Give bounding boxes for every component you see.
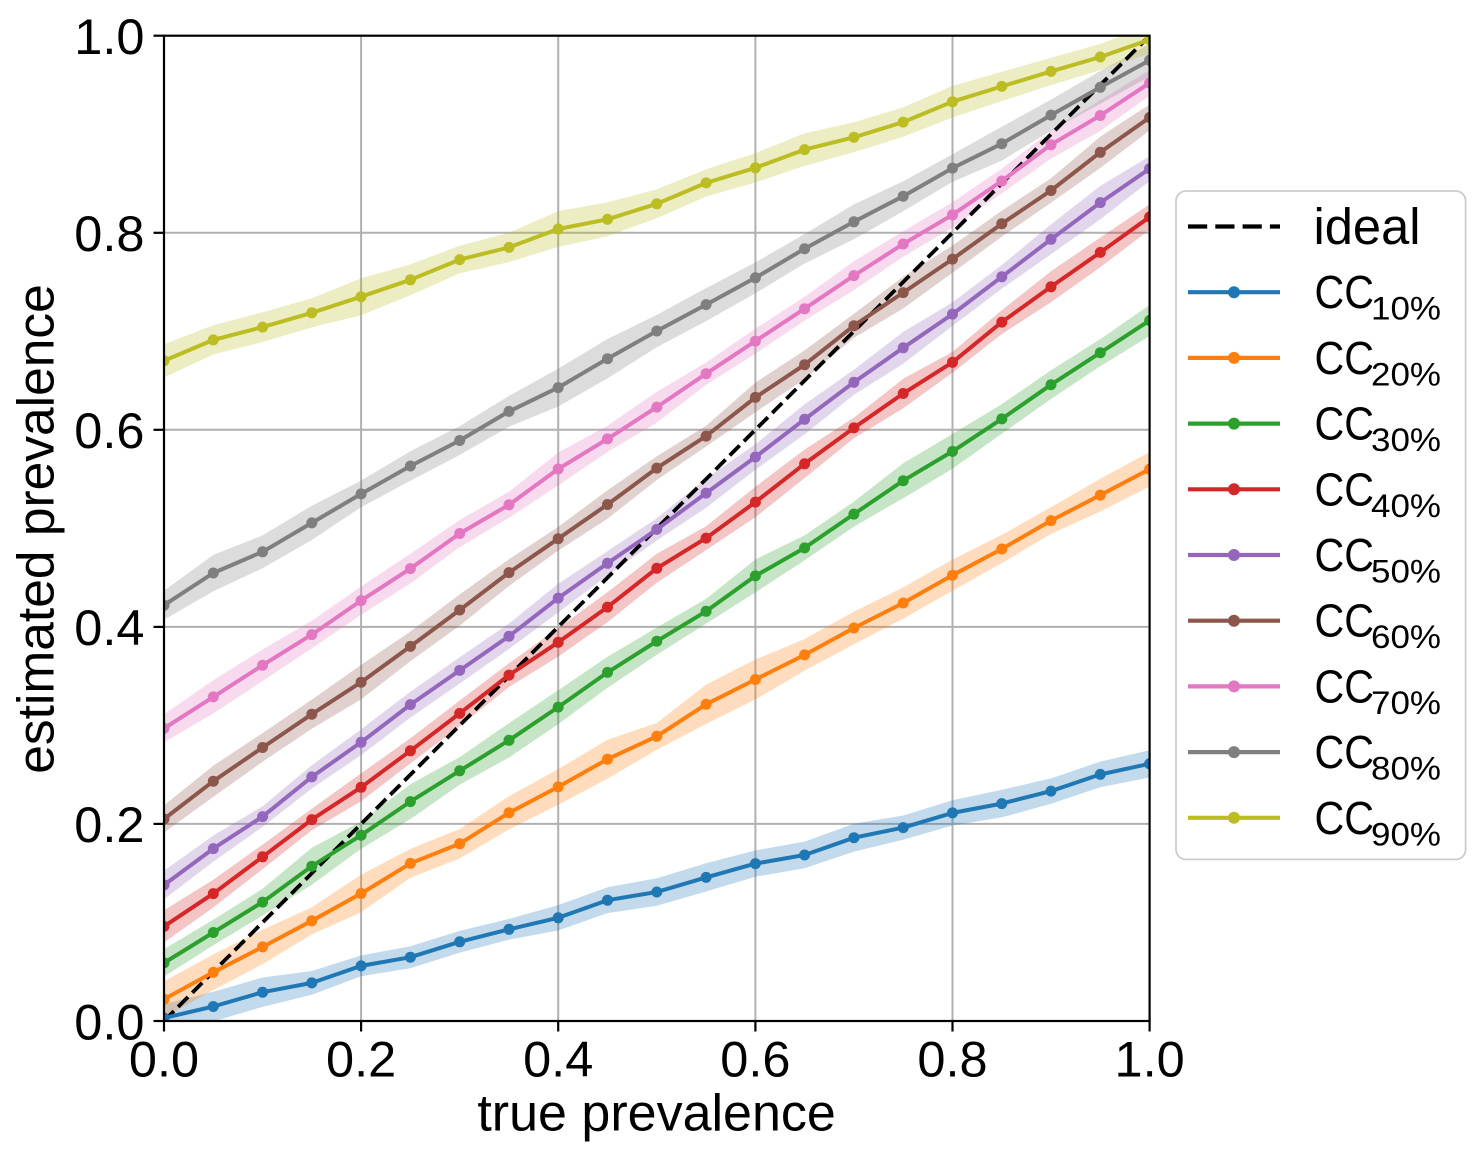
svg-text:CC: CC [1315, 266, 1375, 318]
svg-text:CC: CC [1315, 332, 1375, 384]
svg-text:50%: 50% [1371, 554, 1441, 590]
svg-text:40%: 40% [1371, 488, 1441, 524]
svg-text:0.2: 0.2 [74, 796, 144, 853]
svg-text:1.0: 1.0 [1114, 1031, 1184, 1088]
svg-text:CC: CC [1315, 463, 1375, 515]
svg-text:0.8: 0.8 [917, 1031, 987, 1088]
svg-text:0.4: 0.4 [74, 599, 144, 656]
svg-text:CC: CC [1315, 398, 1375, 450]
svg-text:CC: CC [1315, 595, 1375, 647]
svg-text:30%: 30% [1371, 422, 1441, 458]
svg-text:estimated prevalence: estimated prevalence [7, 284, 65, 774]
svg-text:0.4: 0.4 [523, 1031, 593, 1088]
svg-text:CC: CC [1315, 792, 1375, 844]
svg-text:1.0: 1.0 [74, 8, 144, 65]
svg-text:CC: CC [1315, 660, 1375, 712]
svg-text:90%: 90% [1371, 816, 1441, 852]
svg-text:0.6: 0.6 [720, 1031, 790, 1088]
svg-text:CC: CC [1315, 726, 1375, 778]
svg-text:0.8: 0.8 [74, 205, 144, 262]
svg-text:0.0: 0.0 [74, 993, 144, 1050]
svg-text:0.6: 0.6 [74, 402, 144, 459]
svg-text:80%: 80% [1371, 751, 1441, 787]
svg-text:20%: 20% [1371, 356, 1441, 392]
svg-text:70%: 70% [1371, 685, 1441, 721]
svg-text:0.2: 0.2 [326, 1031, 396, 1088]
svg-text:CC: CC [1315, 529, 1375, 581]
svg-text:0.0: 0.0 [129, 1031, 199, 1088]
svg-text:60%: 60% [1371, 619, 1441, 655]
svg-text:true prevalence: true prevalence [477, 1085, 835, 1143]
svg-text:10%: 10% [1371, 291, 1441, 327]
svg-text:ideal: ideal [1314, 198, 1421, 255]
